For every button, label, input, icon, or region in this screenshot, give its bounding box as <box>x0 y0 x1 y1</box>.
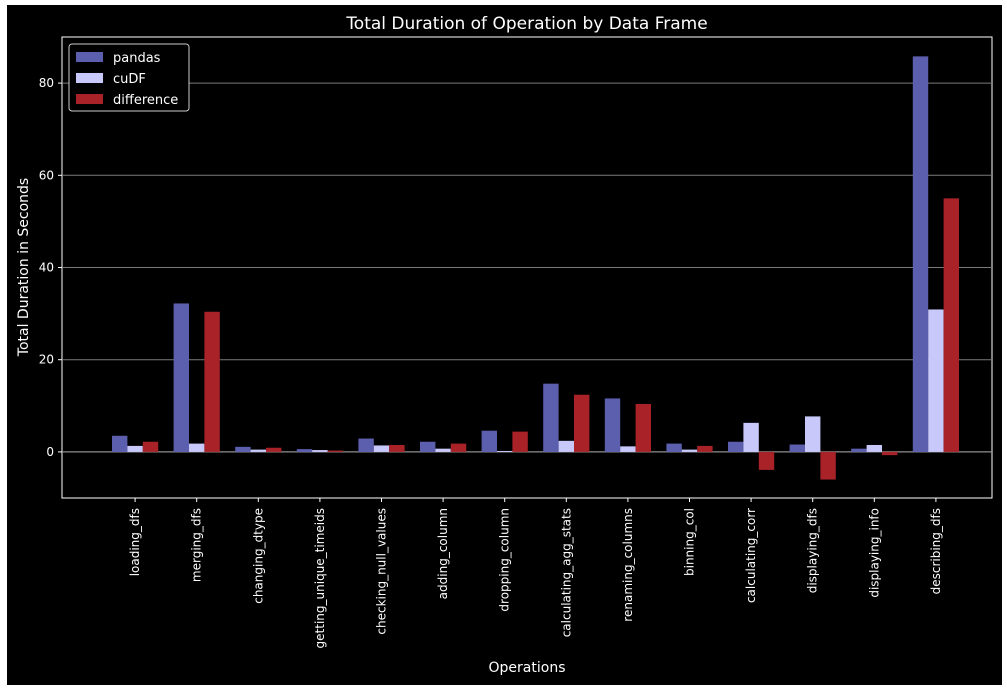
bar-pandas-changing-dtype <box>235 446 251 452</box>
x-tick-label: dropping_column <box>498 508 512 612</box>
bar-difference-merging-dfs <box>204 311 220 452</box>
x-tick-label: renaming_columns <box>621 508 635 622</box>
x-tick-label: binning_col <box>683 508 697 576</box>
y-tick-label: 40 <box>39 261 54 275</box>
x-tick-label: displaying_dfs <box>806 508 820 593</box>
bar-pandas-checking-null-values <box>358 438 374 452</box>
bar-pandas-calculating-corr <box>728 441 744 452</box>
bar-difference-changing-dtype <box>266 447 282 452</box>
bar-cudf-changing-dtype <box>250 449 266 452</box>
bar-pandas-dropping-column <box>481 430 497 452</box>
x-axis-label: Operations <box>489 660 566 676</box>
x-tick-label: displaying_info <box>867 508 881 598</box>
bar-cudf-displaying-dfs <box>805 416 821 452</box>
y-axis-label: Total Duration in Seconds <box>16 178 32 357</box>
bar-pandas-renaming-columns <box>604 398 621 452</box>
y-tick-label: 60 <box>39 168 54 182</box>
bar-difference-calculating-corr <box>758 451 775 470</box>
bar-pandas-displaying-dfs <box>789 444 805 452</box>
bar-pandas-displaying-info <box>851 448 867 452</box>
bar-cudf-renaming-columns <box>620 446 636 452</box>
legend-swatch-pandas <box>76 52 103 62</box>
bar-difference-dropping-column <box>512 431 528 452</box>
x-axis-ticks: loading_dfs merging_dfs changing_dtype gett… <box>128 498 943 648</box>
x-tick-label: checking_null_values <box>375 508 389 635</box>
bar-cudf-checking-null-values <box>373 445 390 452</box>
bar-difference-describing-dfs <box>943 198 959 452</box>
plot-area: 0 20 40 60 80 loading_dfs merging_dfs changing… <box>39 36 993 648</box>
bar-difference-displaying-info <box>882 451 898 456</box>
bar-difference-adding-column <box>450 443 467 452</box>
legend-label-difference: difference <box>113 93 178 108</box>
bar-pandas-describing-dfs <box>912 56 929 452</box>
bar-pandas-loading-dfs <box>112 435 128 452</box>
x-tick-label: getting_unique_timeids <box>313 508 327 648</box>
x-tick-label: calculating_agg_stats <box>559 508 573 637</box>
bar-cudf-describing-dfs <box>928 309 944 452</box>
bar-difference-renaming-columns <box>635 403 651 452</box>
bars-group <box>112 56 959 480</box>
bar-cudf-loading-dfs <box>127 445 143 452</box>
bar-chart: Total Duration of Operation by Data Fram… <box>16 14 993 676</box>
bar-pandas-binning-col <box>666 443 682 452</box>
chart-title: Total Duration of Operation by Data Fram… <box>345 14 707 34</box>
bar-pandas-adding-column <box>420 441 436 452</box>
x-tick-label: loading_dfs <box>128 508 142 576</box>
x-tick-label: calculating_corr <box>744 508 758 603</box>
bar-cudf-adding-column <box>435 448 451 452</box>
bar-difference-checking-null-values <box>389 444 405 452</box>
legend-label-cudf: cuDF <box>113 72 146 87</box>
y-tick-label: 0 <box>46 445 54 459</box>
bar-difference-loading-dfs <box>142 441 159 452</box>
bar-difference-binning-col <box>697 445 713 452</box>
bar-cudf-dropping-column <box>497 450 513 452</box>
bar-difference-displaying-dfs <box>820 451 836 480</box>
legend: pandas cuDF difference <box>68 43 190 112</box>
legend-swatch-difference <box>76 94 103 104</box>
y-axis-ticks: 0 20 40 60 80 <box>39 76 62 459</box>
x-tick-label: adding_column <box>436 508 450 599</box>
legend-label-pandas: pandas <box>113 51 161 66</box>
bar-difference-getting-unique-timeids <box>327 450 343 452</box>
bar-pandas-calculating-agg-stats <box>543 383 559 452</box>
x-tick-label: describing_dfs <box>929 508 943 594</box>
bar-difference-calculating-agg-stats <box>574 394 590 452</box>
legend-swatch-cudf <box>76 73 103 83</box>
bar-cudf-displaying-info <box>866 444 882 452</box>
y-tick-label: 20 <box>39 353 54 367</box>
x-tick-label: merging_dfs <box>190 508 204 582</box>
bar-cudf-calculating-agg-stats <box>558 440 574 452</box>
bar-cudf-binning-col <box>681 449 698 452</box>
bar-cudf-getting-unique-timeids <box>312 450 328 452</box>
figure-background: Total Duration of Operation by Data Fram… <box>7 5 1002 685</box>
bar-pandas-merging-dfs <box>173 303 189 452</box>
y-tick-label: 80 <box>39 76 54 90</box>
bar-pandas-getting-unique-timeids <box>296 449 313 452</box>
bar-cudf-merging-dfs <box>189 443 205 452</box>
x-tick-label: changing_dtype <box>251 508 265 604</box>
bar-cudf-calculating-corr <box>743 422 759 452</box>
